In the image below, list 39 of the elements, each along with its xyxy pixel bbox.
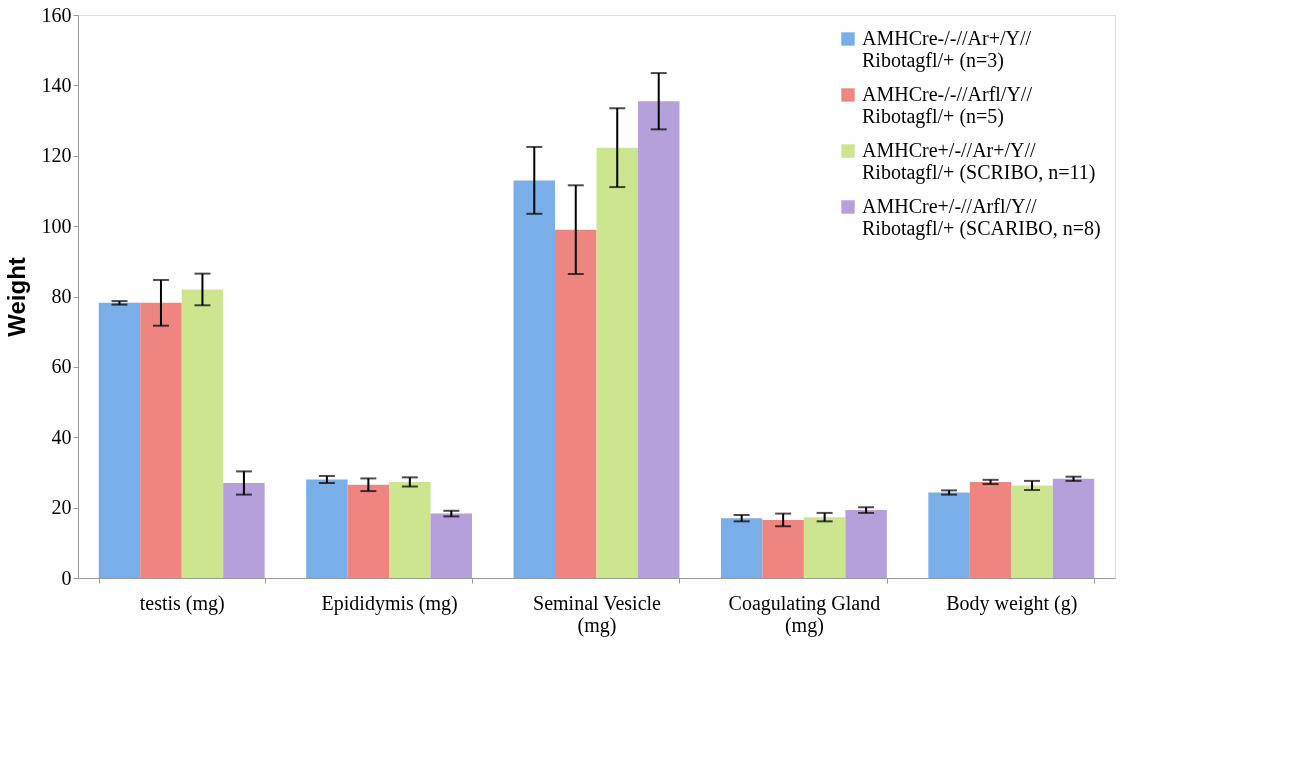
legend-label: AMHCre-/-//Arfl/Y// Ribotagfl/+ (n=5) — [862, 83, 1033, 128]
y-tick-label: 140 — [41, 73, 72, 96]
x-tick-label: Epididymis (mg) — [321, 591, 458, 615]
bar — [596, 147, 638, 578]
bar — [347, 484, 390, 578]
bar — [140, 302, 182, 578]
bar — [1011, 485, 1053, 578]
y-tick-label: 20 — [51, 496, 72, 519]
bar — [223, 482, 265, 578]
y-tick-label: 120 — [41, 144, 72, 167]
x-tick-label: testis (mg) — [139, 591, 225, 615]
bar — [720, 518, 763, 578]
x-tick-label: Coagulating Gland (mg) — [728, 591, 881, 637]
bar — [181, 289, 224, 578]
y-tick-label: 60 — [51, 355, 72, 378]
x-tick-label: Seminal Vesicle (mg) — [533, 591, 662, 637]
bar — [430, 513, 473, 578]
y-tick-label: 80 — [51, 285, 72, 307]
legend-label: AMHCre+/-//Ar+/Y// Ribotagfl/+ (SCRIBO, n=11) — [862, 139, 1096, 184]
bar — [306, 479, 348, 578]
bar — [555, 229, 597, 578]
bar — [803, 517, 846, 578]
bar — [637, 101, 680, 578]
bar — [389, 481, 431, 578]
y-tick-label: 100 — [41, 214, 72, 237]
bar — [845, 510, 887, 578]
legend-label: AMHCre+/-//Arfl/Y// Ribotagfl/+ (SCARIBO, n=8) — [862, 195, 1101, 240]
y-tick-label: 40 — [51, 425, 72, 448]
bar — [762, 519, 804, 578]
legend-label: AMHCre-/-//Ar+/Y// Ribotagfl/+ (n=3) — [862, 27, 1032, 72]
y-tick-label: 0 — [61, 566, 72, 589]
bar — [98, 302, 141, 578]
x-tick-label: Body weight (g) — [946, 591, 1078, 615]
y-axis-title: Weight — [2, 257, 30, 337]
bar — [969, 481, 1012, 578]
bar — [513, 180, 556, 578]
bar — [1052, 478, 1095, 578]
y-tick-label: 160 — [41, 3, 72, 26]
bar — [928, 492, 970, 578]
